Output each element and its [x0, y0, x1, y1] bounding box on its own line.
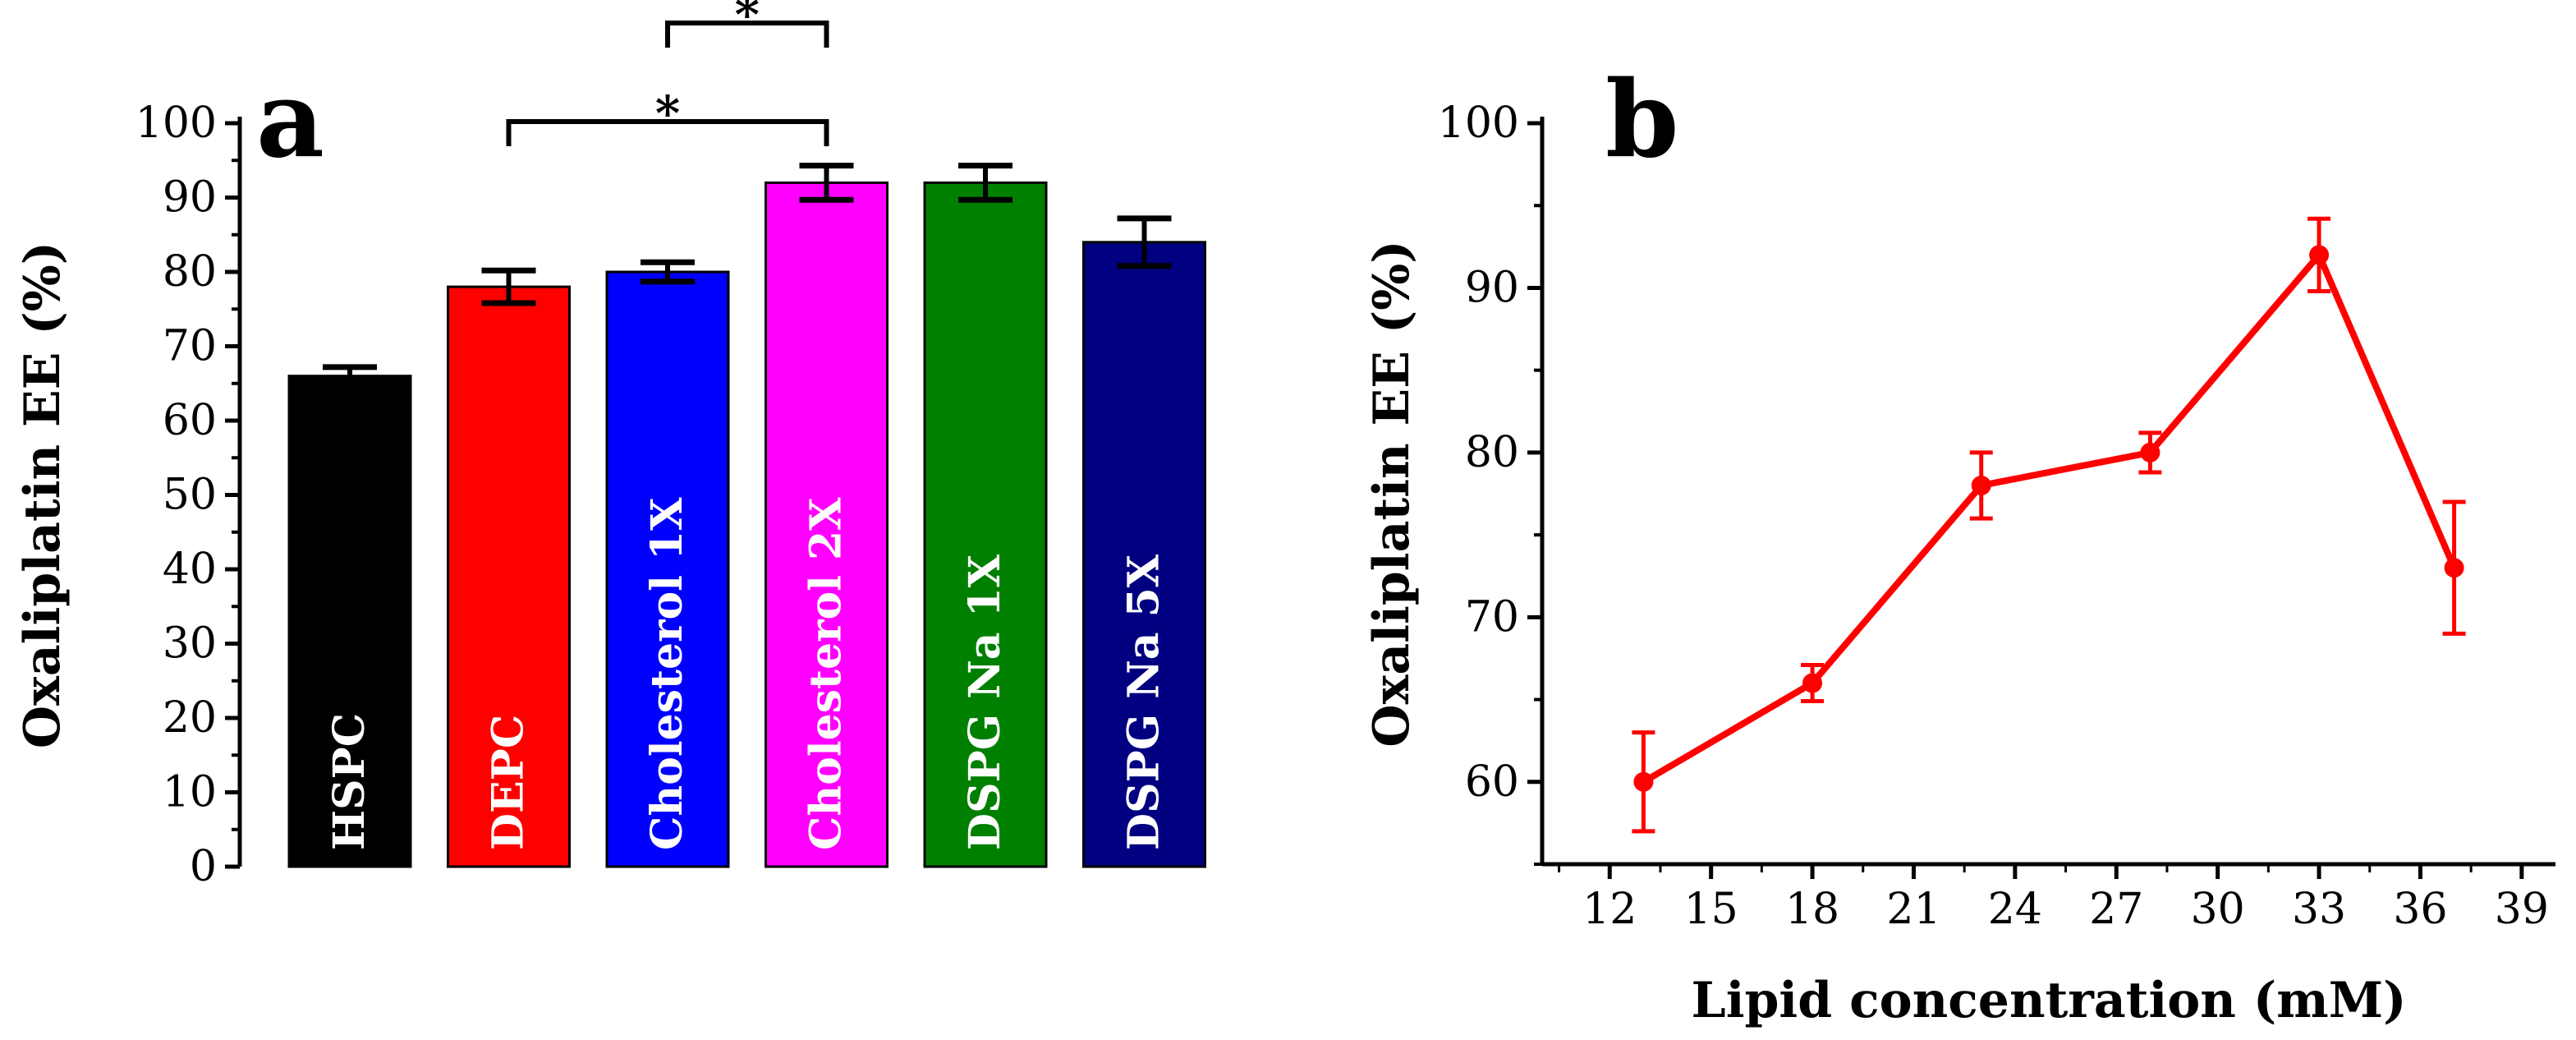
x-tick-label: 15 [1684, 885, 1738, 934]
bar-label: DEPC [484, 715, 534, 850]
panel-a-bar-chart: a Oxaliplatin EE (%) 0 10 20 30 40 50 60 70 80 90… [14, 0, 1206, 891]
y-tick-label: 0 [190, 842, 217, 891]
panel-a-y-axis-label: Oxaliplatin EE (%) [14, 242, 71, 748]
panel-a-label: a [256, 58, 324, 182]
panel-b-x-axis-label: Lipid concentration (mM) [1692, 972, 2407, 1029]
y-tick-label: 20 [163, 693, 217, 743]
significance-star: * [655, 85, 680, 141]
x-tick-label: 21 [1886, 885, 1940, 934]
y-tick-label: 70 [1465, 592, 1519, 642]
bar [287, 375, 412, 868]
x-tick-label: 24 [1988, 885, 2042, 934]
y-tick-label: 60 [1465, 757, 1519, 807]
panel-b-line-chart: b Oxaliplatin EE (%) Lipid concentration… [1363, 58, 2555, 1029]
series-line [1642, 251, 2458, 785]
y-tick-label: 50 [163, 471, 217, 520]
y-tick-label: 100 [1438, 99, 1519, 148]
x-tick-label: 36 [2393, 885, 2447, 934]
data-point [2444, 558, 2464, 578]
y-tick-label: 30 [163, 619, 217, 669]
panel-b-y-axis-label: Oxaliplatin EE (%) [1363, 240, 1421, 747]
bar-label: Cholesterol 2X [801, 497, 852, 850]
data-point [1802, 673, 1823, 693]
panel-a-plot-area: 0 10 20 30 40 50 60 70 80 90 100 HSPC DEPC Cholestero… [135, 0, 1206, 891]
bar-label: DSPG Na 1X [960, 554, 1010, 850]
data-point [1971, 475, 1991, 495]
x-tick-label: 12 [1582, 885, 1637, 934]
y-tick-label: 70 [163, 322, 217, 371]
bar [605, 270, 730, 868]
y-tick-label: 60 [163, 396, 217, 445]
y-tick-label: 80 [163, 247, 217, 297]
bar [765, 181, 889, 868]
data-point [2140, 442, 2160, 462]
data-point [1633, 771, 1654, 792]
y-tick-label: 90 [1465, 263, 1519, 312]
y-tick-label: 90 [163, 173, 217, 223]
significance-star: * [735, 0, 760, 43]
bar-label: HSPC [324, 713, 374, 850]
x-tick-label: 18 [1785, 885, 1839, 934]
bar [447, 285, 571, 868]
bar-label: DSPG Na 5X [1119, 554, 1169, 850]
significance-bracket [665, 21, 829, 48]
bar-label: Cholesterol 1X [642, 497, 692, 850]
data-point [2309, 245, 2330, 265]
bar [923, 181, 1048, 868]
y-tick-label: 40 [163, 545, 217, 594]
y-tick-label: 80 [1465, 428, 1519, 477]
panel-b-plot-area: 60 70 80 90 100 12 15 18 21 24 27 30 33 36 39 [1438, 99, 2555, 934]
y-tick-label: 10 [163, 768, 217, 817]
x-tick-label: 27 [2089, 885, 2143, 934]
x-tick-label: 30 [2191, 885, 2245, 934]
x-tick-label: 39 [2495, 885, 2549, 934]
panel-b-label: b [1605, 58, 1679, 182]
significance-bracket [506, 119, 829, 146]
y-tick-label: 100 [135, 99, 217, 148]
bar [1082, 241, 1206, 868]
x-tick-label: 33 [2292, 885, 2346, 934]
